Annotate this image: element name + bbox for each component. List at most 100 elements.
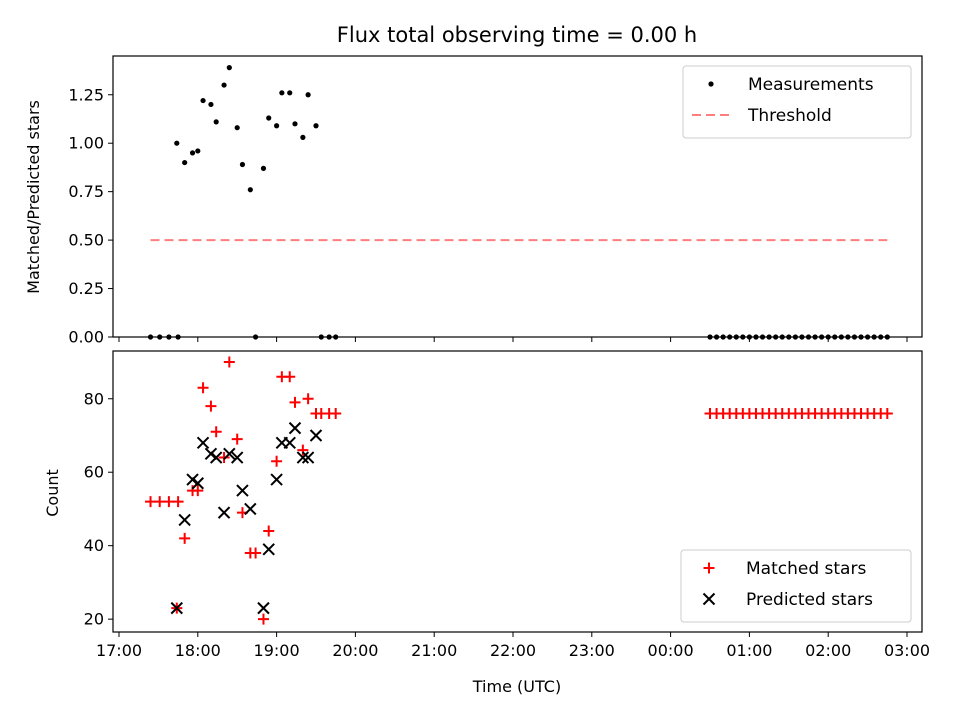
predicted-stars-point [262,543,275,556]
predicted-stars-point [217,506,231,519]
top-y-axis-label: Matched/Predicted stars [24,100,43,294]
measurements-point [858,334,864,340]
legend-entry-label: Predicted stars [746,590,873,610]
measurements-point [759,334,766,340]
measurements-point [326,334,332,340]
measurements-point [792,334,798,340]
measurements-point [200,97,206,104]
measurements-point [805,334,812,340]
measurements-point [779,334,785,340]
measurements-point [733,334,739,340]
x-tick-label: 20:00 [332,641,378,660]
measurements-point [773,334,779,340]
matched-stars-point [250,547,262,559]
matched-stars-point [289,396,301,408]
predicted-stars-point [178,513,191,527]
y-tick-label: 20 [84,610,104,629]
measurements-point [333,334,339,340]
predicted-stars-point [209,451,223,464]
measurements-point [740,334,746,340]
predicted-stars-point [230,451,244,464]
measurements-point [713,334,720,340]
matched-stars-point [223,356,235,368]
matched-stars-point [163,496,175,508]
x-tick-label: 17:00 [96,641,142,660]
matched-stars-point [154,496,166,508]
measurements-point [305,92,311,98]
matched-stars-point [205,400,217,412]
predicted-stars-point [288,421,302,435]
matched-stars-point [192,485,204,497]
measurements-point [786,334,792,340]
predicted-stars-point [309,429,323,442]
legend: Matched stars Predicted stars [680,549,912,623]
measurements-point [279,90,285,96]
matched-stars-point [218,452,230,464]
predicted-stars-point [186,473,199,486]
measurements-point [226,65,232,71]
y-tick-label: 0.25 [68,279,104,298]
matched-stars-point [257,613,269,625]
matched-stars-point [145,496,157,508]
measurements-point [182,159,188,166]
matched-stars-point [231,433,243,445]
y-tick-label: 60 [84,463,104,482]
measurements-point [838,334,844,340]
measurements-point [274,123,280,129]
predicted-stars-point [170,601,183,615]
measurements-point [213,119,219,125]
measurements-point [287,90,293,96]
top-plot-matched-ratio: 0.00 0.25 0.50 0.75 1.00 1.25 Measurements Thre… [68,55,923,347]
measurements-point [825,334,831,340]
measurements-point [266,115,272,121]
measurements-point [832,334,838,340]
matched-stars-point [330,407,342,419]
bottom-plot-counts: 20 40 60 80 17:00 18:00 19:00 20:00 21:00 22:00 23… [84,350,930,660]
legend-handle-point [702,592,716,606]
x-tick-label: 22:00 [490,641,536,660]
x-tick-label: 18:00 [175,641,221,660]
measurements-point [260,165,267,171]
predicted-stars-point [191,477,205,490]
measurements-point [865,334,871,340]
measurements-point [727,334,733,340]
measurements-point [166,334,172,340]
x-tick-label: 01:00 [726,641,772,660]
measurements-point [318,334,324,340]
legend-handle-point [703,562,715,574]
legend-handle-point [708,81,714,87]
measurements-point [189,150,196,156]
predicted-stars-point [283,436,296,450]
measurements-point [707,334,713,340]
y-tick-label: 1.25 [68,85,104,104]
measurements-point [147,334,154,340]
measurements-point [878,334,884,340]
legend-entry-label: Matched stars [746,559,866,579]
measurements-point [175,334,181,340]
axes-frame [112,55,923,338]
measurements-point [157,334,163,340]
matched-stars-point [284,371,296,383]
measurements-point [247,187,253,193]
measurements-point [234,125,240,131]
top-chart-title: Flux total observing time = 0.00 h [337,23,697,47]
measurements-point [753,334,759,340]
x-axis-label: Time (UTC) [472,677,561,696]
matched-stars-point [302,393,314,405]
y-tick-label: 80 [84,389,104,408]
predicted-stars-point [257,601,270,615]
axes-frame [112,350,923,633]
measurements-point [174,140,180,146]
measurements-point [851,334,858,340]
x-tick-label: 02:00 [805,641,851,660]
predicted-stars-point [223,447,236,461]
legend-box [682,65,912,139]
x-tick-label: 03:00 [884,641,930,660]
predicted-stars-point [196,436,210,450]
matched-stars-point [881,407,893,419]
legend: Measurements Threshold [682,65,912,139]
predicted-stars-point [301,451,315,464]
legend-entry-label: Measurements [748,75,874,95]
measurements-point [252,334,259,340]
